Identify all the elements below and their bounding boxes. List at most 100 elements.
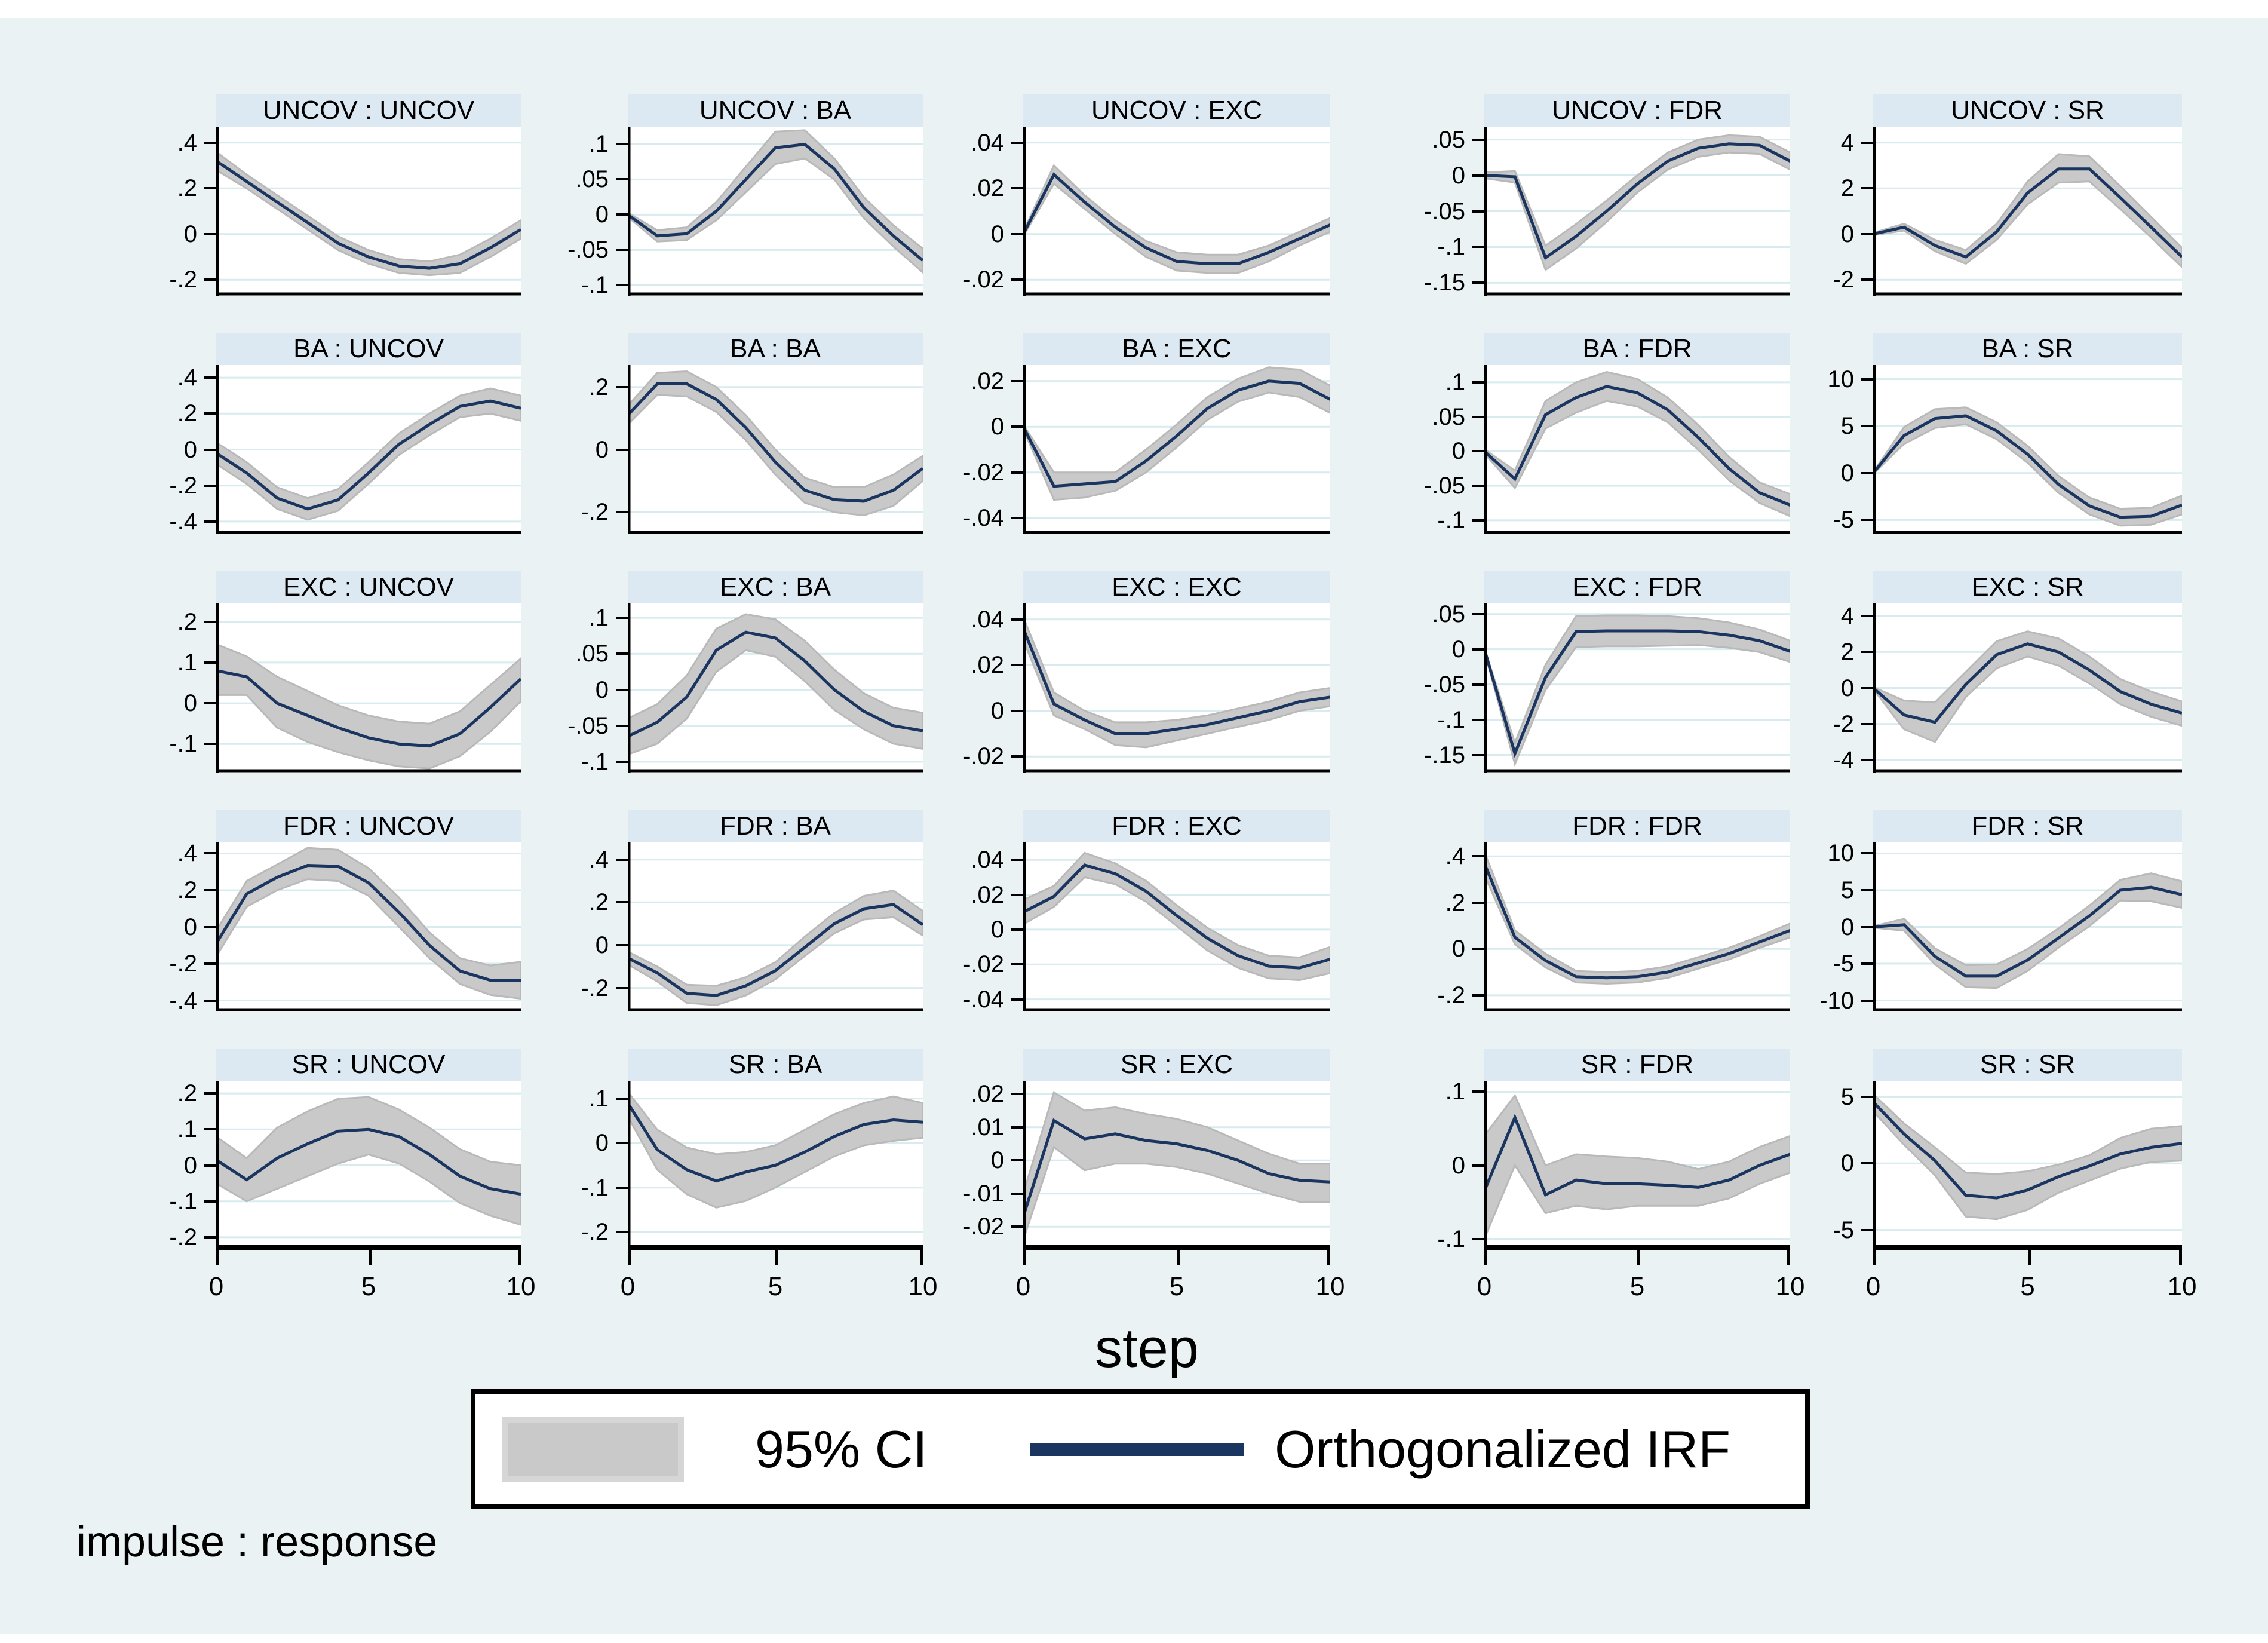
y-tick-mark xyxy=(1472,281,1484,284)
y-tick-label: -.01 xyxy=(963,1180,1004,1207)
y-tick-mark xyxy=(1011,1126,1023,1129)
y-tick-label: -.15 xyxy=(1424,741,1465,768)
y-tick-mark xyxy=(1011,141,1023,144)
y-tick-label: -5 xyxy=(1833,507,1854,534)
x-tick-label: 5 xyxy=(2020,1272,2035,1301)
irf-line xyxy=(628,142,923,262)
panel-title: FDR : UNCOV xyxy=(216,810,521,842)
x-tick-label: 0 xyxy=(620,1272,636,1301)
y-tick-mark xyxy=(1011,232,1023,235)
irf-line xyxy=(1484,1113,1790,1197)
panel-title: SR : UNCOV xyxy=(216,1049,521,1081)
y-tick-label: 0 xyxy=(1840,220,1854,247)
y-tick-mark xyxy=(1011,379,1023,382)
y-tick-mark xyxy=(616,901,628,904)
y-tick-label: 0 xyxy=(183,436,197,463)
y-tick-label: 10 xyxy=(1827,840,1855,867)
y-tick-label: -.2 xyxy=(169,1224,197,1250)
y-tick-mark xyxy=(204,232,216,235)
y-tick-mark xyxy=(616,249,628,252)
irf-plot xyxy=(1873,127,2182,296)
irf-line xyxy=(1023,1118,1330,1218)
y-tick-mark xyxy=(204,278,216,281)
y-tick-label: 0 xyxy=(595,676,609,703)
bottom-margin xyxy=(0,1634,2268,1643)
y-tick-mark xyxy=(1472,994,1484,997)
x-tick-mark xyxy=(1787,1250,1790,1265)
y-tick-label: 0 xyxy=(1840,459,1854,486)
y-tick-mark xyxy=(1861,852,1873,855)
irf-line xyxy=(216,160,521,270)
y-tick-label: 5 xyxy=(1840,876,1854,903)
ci-band xyxy=(1023,1091,1330,1240)
y-tick-label: -.05 xyxy=(567,237,609,263)
x-tick-label: 5 xyxy=(361,1272,376,1301)
y-tick-label: .4 xyxy=(588,846,609,873)
panel-title: UNCOV : BA xyxy=(628,94,923,127)
y-tick-mark xyxy=(1472,648,1484,651)
y-tick-label: 0 xyxy=(1840,914,1854,940)
y-tick-label: .04 xyxy=(971,129,1004,156)
y-tick-label: 2 xyxy=(1840,639,1854,666)
y-tick-mark xyxy=(616,760,628,763)
panel-title: FDR : SR xyxy=(1873,810,2182,842)
panel-title: SR : BA xyxy=(628,1049,923,1081)
x-tick-label: 0 xyxy=(1477,1272,1492,1301)
y-tick-label: -5 xyxy=(1833,1216,1854,1243)
irf-line xyxy=(1484,862,1790,980)
y-tick-mark xyxy=(1861,519,1873,522)
y-tick-mark xyxy=(1472,718,1484,721)
irf-line xyxy=(1484,385,1790,507)
y-tick-mark xyxy=(1472,1237,1484,1240)
y-tick-label: -.2 xyxy=(581,499,609,526)
y-tick-mark xyxy=(204,999,216,1002)
irf-plot xyxy=(1023,127,1330,296)
irf-plot xyxy=(216,842,521,1011)
y-tick-label: -.04 xyxy=(963,505,1004,532)
y-tick-mark xyxy=(1472,138,1484,141)
y-tick-label: -.15 xyxy=(1424,269,1465,296)
y-tick-label: .02 xyxy=(971,367,1004,394)
y-tick-mark xyxy=(1472,855,1484,858)
ci-band xyxy=(1484,134,1790,272)
x-tick-mark xyxy=(216,1250,219,1265)
panel-title: BA : FDR xyxy=(1484,333,1790,365)
y-tick-mark xyxy=(204,1092,216,1095)
y-tick-label: -2 xyxy=(1833,710,1854,737)
y-tick-mark xyxy=(204,702,216,705)
y-tick-mark xyxy=(1011,1159,1023,1162)
y-tick-label: 0 xyxy=(990,413,1004,440)
y-tick-mark xyxy=(1472,174,1484,177)
irf-plot xyxy=(628,365,923,534)
ci-band xyxy=(1484,371,1790,517)
y-tick-label: -.1 xyxy=(169,1188,197,1215)
y-tick-label: -.4 xyxy=(169,987,197,1014)
y-tick-mark xyxy=(1861,722,1873,725)
x-tick-label: 10 xyxy=(1775,1272,1805,1301)
y-tick-label: 0 xyxy=(183,690,197,717)
y-tick-mark xyxy=(204,412,216,415)
y-tick-label: -.1 xyxy=(581,272,609,299)
y-tick-mark xyxy=(204,187,216,190)
y-tick-mark xyxy=(1011,1225,1023,1228)
y-tick-mark xyxy=(616,448,628,451)
x-tick-label: 0 xyxy=(1015,1272,1031,1301)
y-tick-mark xyxy=(1861,141,1873,144)
y-tick-label: -.1 xyxy=(1437,234,1465,260)
y-tick-label: -.1 xyxy=(1437,507,1465,534)
x-tick-mark xyxy=(1327,1250,1330,1265)
y-tick-label: -.2 xyxy=(169,266,197,293)
y-tick-mark xyxy=(1861,888,1873,891)
y-tick-mark xyxy=(1861,962,1873,965)
ci-band xyxy=(628,1090,923,1209)
y-tick-label: 0 xyxy=(595,201,609,228)
y-tick-mark xyxy=(616,511,628,514)
y-tick-label: .05 xyxy=(1432,403,1465,430)
y-tick-mark xyxy=(1472,612,1484,615)
y-tick-mark xyxy=(204,620,216,623)
irf-line xyxy=(1873,885,2182,978)
y-tick-label: 0 xyxy=(1451,162,1465,189)
y-tick-label: .02 xyxy=(971,652,1004,679)
ci-band xyxy=(1484,1093,1790,1240)
irf-line xyxy=(1023,863,1330,970)
